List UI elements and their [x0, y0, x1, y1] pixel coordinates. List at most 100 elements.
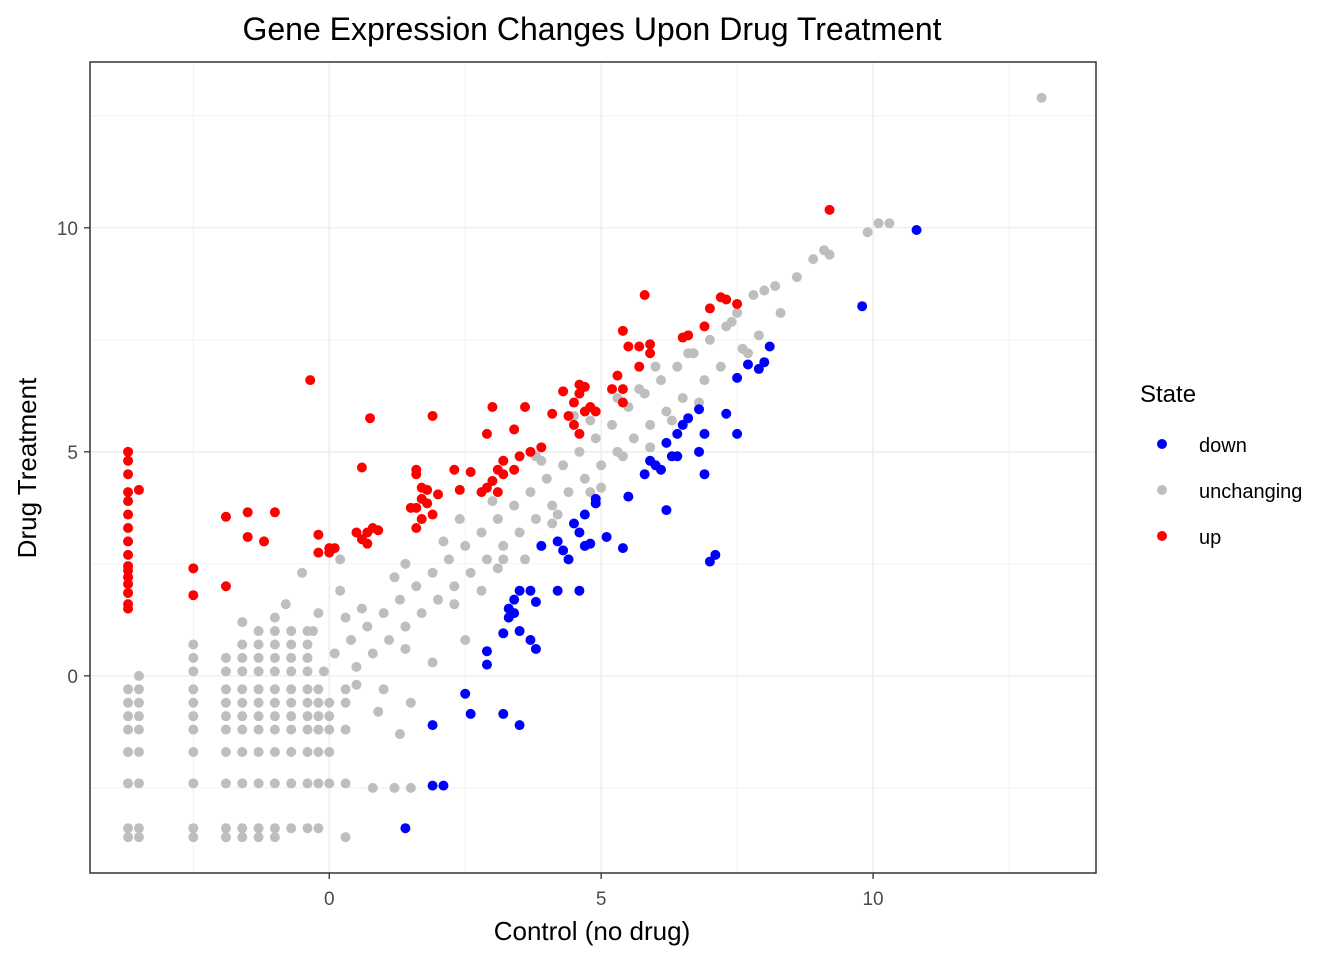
point-up	[242, 531, 253, 542]
point-unchanging	[617, 451, 628, 462]
point-unchanging	[547, 518, 558, 529]
point-unchanging	[340, 724, 351, 735]
point-down	[530, 643, 541, 654]
point-unchanging	[133, 778, 144, 789]
point-unchanging	[704, 334, 715, 345]
point-unchanging	[188, 778, 199, 789]
point-unchanging	[530, 514, 541, 525]
point-unchanging	[324, 778, 335, 789]
point-unchanging	[133, 823, 144, 834]
point-up	[590, 406, 601, 417]
y-tick-label: 10	[57, 219, 78, 240]
point-unchanging	[634, 384, 645, 395]
point-up	[699, 321, 710, 332]
point-up	[422, 498, 433, 509]
point-unchanging	[313, 608, 324, 619]
point-unchanging	[123, 832, 134, 843]
point-unchanging	[775, 307, 786, 318]
point-unchanging	[590, 433, 601, 444]
point-up	[612, 370, 623, 381]
point-unchanging	[427, 567, 438, 578]
point-down	[552, 536, 563, 547]
y-axis-title: Drug Treatment	[12, 377, 42, 558]
point-unchanging	[324, 724, 335, 735]
point-up	[362, 538, 373, 549]
point-up	[645, 348, 656, 359]
point-up	[123, 522, 134, 533]
point-unchanging	[732, 307, 743, 318]
point-unchanging	[237, 724, 248, 735]
point-up	[123, 455, 134, 466]
point-unchanging	[492, 514, 503, 525]
point-down	[438, 780, 449, 791]
point-unchanging	[220, 697, 231, 708]
point-up	[558, 386, 569, 397]
point-unchanging	[133, 747, 144, 758]
point-down	[574, 585, 585, 596]
point-up	[568, 397, 579, 408]
point-unchanging	[123, 684, 134, 695]
point-unchanging	[220, 711, 231, 722]
point-down	[732, 428, 743, 439]
point-unchanging	[645, 419, 656, 430]
point-unchanging	[367, 648, 378, 659]
point-down	[590, 498, 601, 509]
point-unchanging	[237, 697, 248, 708]
point-unchanging	[286, 652, 297, 663]
point-up	[607, 384, 618, 395]
point-unchanging	[726, 316, 737, 327]
point-unchanging	[302, 652, 313, 663]
point-down	[661, 437, 672, 448]
point-unchanging	[389, 782, 400, 793]
point-up	[568, 419, 579, 430]
point-unchanging	[253, 724, 264, 735]
point-unchanging	[520, 554, 531, 565]
point-unchanging	[400, 643, 411, 654]
point-up	[324, 547, 335, 558]
point-unchanging	[340, 832, 351, 843]
point-unchanging	[362, 621, 373, 632]
point-unchanging	[454, 514, 465, 525]
point-unchanging	[873, 218, 884, 229]
point-unchanging	[753, 330, 764, 341]
point-down	[721, 408, 732, 419]
point-unchanging	[449, 581, 460, 592]
point-unchanging	[487, 496, 498, 507]
point-up	[824, 204, 835, 215]
point-up	[313, 547, 324, 558]
point-unchanging	[607, 419, 618, 430]
point-unchanging	[683, 348, 694, 359]
point-up	[547, 408, 558, 419]
point-unchanging	[280, 599, 291, 610]
point-down	[460, 688, 471, 699]
point-up	[411, 522, 422, 533]
point-down	[732, 372, 743, 383]
point-up	[563, 410, 574, 421]
point-unchanging	[672, 361, 683, 372]
point-unchanging	[460, 635, 471, 646]
point-unchanging	[340, 684, 351, 695]
point-unchanging	[492, 563, 503, 574]
point-unchanging	[481, 554, 492, 565]
point-unchanging	[286, 747, 297, 758]
point-unchanging	[433, 594, 444, 605]
point-up	[220, 511, 231, 522]
point-unchanging	[133, 724, 144, 735]
point-down	[536, 540, 547, 551]
point-up	[487, 402, 498, 413]
point-up	[715, 292, 726, 303]
point-up	[449, 464, 460, 475]
point-unchanging	[253, 666, 264, 677]
point-up	[465, 466, 476, 477]
point-down	[911, 225, 922, 236]
point-unchanging	[253, 652, 264, 663]
point-unchanging	[340, 697, 351, 708]
point-unchanging	[563, 487, 574, 498]
point-down	[525, 635, 536, 646]
point-down	[503, 612, 514, 623]
point-unchanging	[237, 711, 248, 722]
point-unchanging	[133, 670, 144, 681]
x-tick-label: 10	[862, 889, 883, 910]
point-down	[465, 708, 476, 719]
